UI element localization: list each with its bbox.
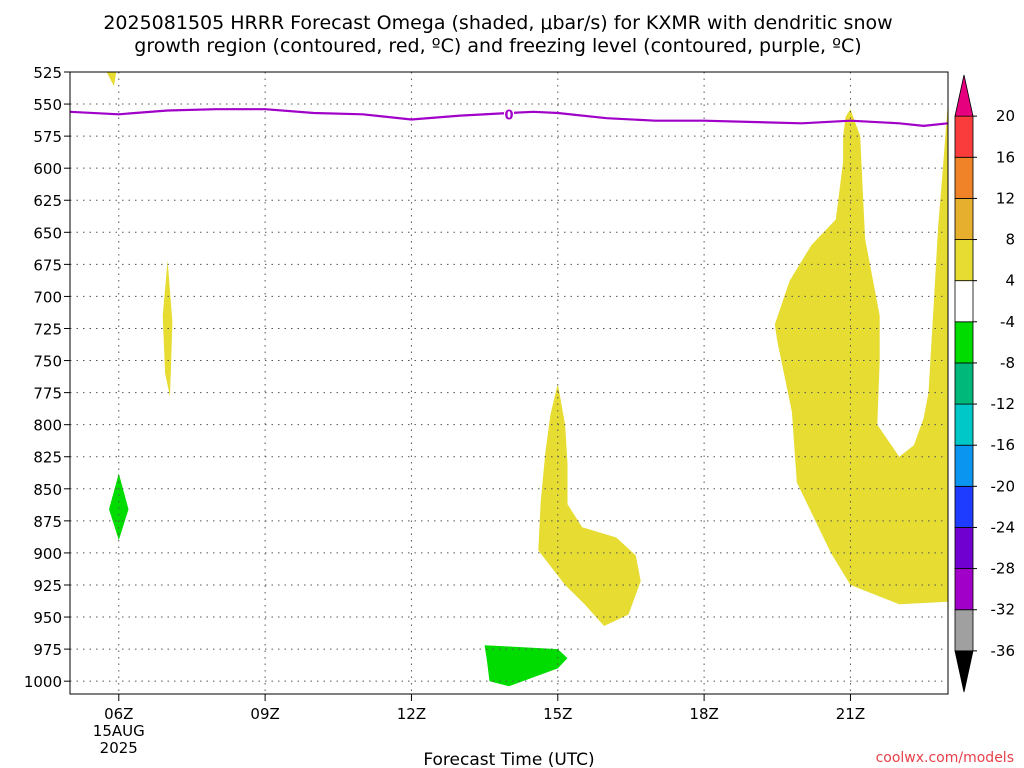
colorbar-label: -28 xyxy=(991,560,1016,578)
colorbar-swatch xyxy=(954,568,974,611)
plot-frame xyxy=(69,71,949,695)
colorbar-swatch xyxy=(954,609,974,652)
y-tick-label: 675 xyxy=(33,256,62,274)
colorbar-swatch xyxy=(954,239,974,282)
colorbar-label: -20 xyxy=(991,477,1016,495)
y-tick-label: 625 xyxy=(33,192,62,210)
colorbar-label: 8 xyxy=(1005,231,1015,249)
y-axis: 525 550 575 600 625 650 675 700 725 750 775 800 825 8… xyxy=(24,64,70,691)
y-tick-label: 900 xyxy=(33,545,62,563)
y-tick-label: 550 xyxy=(33,96,62,114)
colorbar-swatch xyxy=(954,280,974,323)
colorbar-swatch xyxy=(954,197,974,240)
y-tick-label: 950 xyxy=(33,609,62,627)
y-tick-label: 1000 xyxy=(24,673,62,691)
colorbar-swatch xyxy=(954,403,974,446)
x-tick-label: 18Z xyxy=(689,705,718,723)
colorbar-label: 12 xyxy=(996,189,1015,207)
y-tick-label: 700 xyxy=(33,288,62,306)
colorbar-label: -24 xyxy=(991,518,1016,536)
colorbar-swatch xyxy=(954,321,974,364)
colorbar-swatch xyxy=(954,74,974,117)
omega-region-yellow-15z xyxy=(538,383,641,626)
y-tick-label: 800 xyxy=(33,417,62,435)
x-date-label: 15AUG xyxy=(93,722,145,740)
y-tick-label: 600 xyxy=(33,160,62,178)
y-tick-label: 875 xyxy=(33,513,62,531)
x-tick-label: 06Z xyxy=(104,705,133,723)
colorbar-label: -32 xyxy=(991,601,1016,619)
colorbar-swatch xyxy=(954,156,974,199)
y-tick-label: 725 xyxy=(33,320,62,338)
omega-region-green-985 xyxy=(484,645,568,687)
y-tick-label: 525 xyxy=(33,64,62,82)
x-year-label: 2025 xyxy=(100,739,138,757)
colorbar-label: -4 xyxy=(1000,313,1015,331)
chart-title-line1: 2025081505 HRRR Forecast Omega (shaded, … xyxy=(103,12,892,34)
y-tick-label: 575 xyxy=(33,128,62,146)
freezing-level-line xyxy=(69,108,949,128)
chart-title-line2: growth region (contoured, red, ºC) and f… xyxy=(134,35,861,57)
colorbar-label: -8 xyxy=(1000,354,1015,372)
y-tick-label: 975 xyxy=(33,641,62,659)
colorbar-label: -16 xyxy=(991,436,1016,454)
colorbar-swatch xyxy=(954,444,974,487)
x-tick-label: 09Z xyxy=(250,705,279,723)
y-tick-label: 650 xyxy=(33,224,62,242)
colorbar: -36 -32 -28 -24 -20 -16 -12 -8 -4 4 8 12 16 20 xyxy=(954,74,1016,693)
y-tick-label: 750 xyxy=(33,353,62,371)
colorbar-label: -36 xyxy=(991,642,1016,660)
colorbar-label: -12 xyxy=(991,395,1016,413)
colorbar-swatch xyxy=(954,485,974,528)
freezing-level-label: 0 xyxy=(504,108,513,123)
omega-region-yellow-top xyxy=(106,72,117,87)
omega-regions xyxy=(106,72,948,687)
credit-text: coolwx.com/models xyxy=(876,750,1014,766)
x-tick-label: 12Z xyxy=(397,705,426,723)
x-tick-label: 21Z xyxy=(836,705,865,723)
colorbar-swatch xyxy=(954,362,974,405)
y-tick-label: 850 xyxy=(33,481,62,499)
y-tick-label: 825 xyxy=(33,449,62,467)
freezing-label-bg xyxy=(504,106,514,122)
colorbar-label: 4 xyxy=(1005,272,1015,290)
colorbar-swatch xyxy=(954,650,974,693)
x-tick-label: 15Z xyxy=(543,705,572,723)
y-tick-label: 925 xyxy=(33,577,62,595)
x-axis-title: Forecast Time (UTC) xyxy=(423,750,594,768)
colorbar-swatch xyxy=(954,527,974,570)
y-tick-label: 775 xyxy=(33,385,62,403)
colorbar-label: 16 xyxy=(996,148,1015,166)
colorbar-label: 20 xyxy=(996,107,1015,125)
freezing-level-contour: 0 xyxy=(69,106,949,128)
omega-region-yellow-21z xyxy=(774,101,948,605)
omega-region-green-860 xyxy=(109,473,129,541)
colorbar-swatch xyxy=(954,115,974,158)
